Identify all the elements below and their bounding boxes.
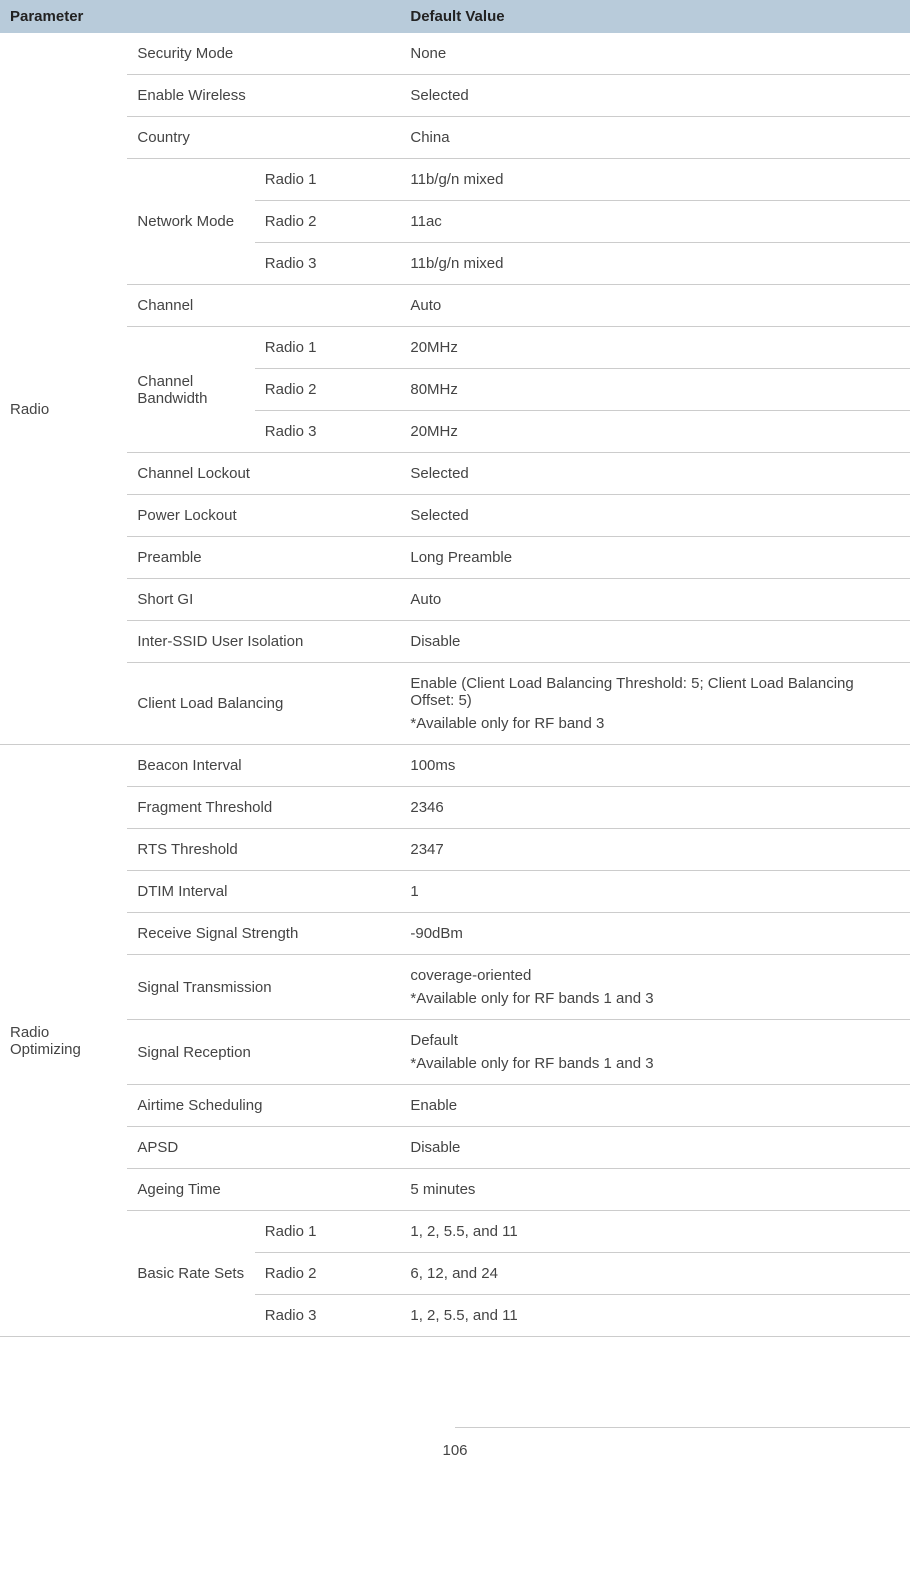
- table-row: Radio Optimizing Beacon Interval 100ms: [0, 745, 910, 787]
- value-airtime-scheduling: Enable: [400, 1085, 910, 1127]
- value-country: China: [400, 117, 910, 159]
- param-beacon-interval: Beacon Interval: [127, 745, 400, 787]
- value-short-gi: Auto: [400, 579, 910, 621]
- param-brs-radio2: Radio 2: [255, 1253, 401, 1295]
- value-clb-note: *Available only for RF band 3: [410, 715, 900, 732]
- table-row: Network Mode Radio 1 11b/g/n mixed: [0, 159, 910, 201]
- param-cb-radio2: Radio 2: [255, 369, 401, 411]
- table-row: Signal Transmission coverage-oriented *A…: [0, 955, 910, 1020]
- value-preamble: Long Preamble: [400, 537, 910, 579]
- table-row: Inter-SSID User Isolation Disable: [0, 621, 910, 663]
- table-row: Channel Lockout Selected: [0, 453, 910, 495]
- group-basic-rate-sets: Basic Rate Sets: [127, 1211, 254, 1337]
- table-row: Country China: [0, 117, 910, 159]
- param-short-gi: Short GI: [127, 579, 400, 621]
- group-channel-bandwidth: Channel Bandwidth: [127, 327, 254, 453]
- group-network-mode: Network Mode: [127, 159, 254, 285]
- value-beacon-interval: 100ms: [400, 745, 910, 787]
- param-country: Country: [127, 117, 400, 159]
- value-channel: Auto: [400, 285, 910, 327]
- table-row: Radio Enable Wireless Selected: [0, 75, 910, 117]
- value-brs-radio3: 1, 2, 5.5, and 11: [400, 1295, 910, 1337]
- value-apsd: Disable: [400, 1127, 910, 1169]
- group-radio-optimizing: Radio Optimizing: [0, 745, 127, 1337]
- param-signal-transmission: Signal Transmission: [127, 955, 400, 1020]
- param-inter-ssid: Inter-SSID User Isolation: [127, 621, 400, 663]
- table-row: Channel Auto: [0, 285, 910, 327]
- table-row: APSD Disable: [0, 1127, 910, 1169]
- value-cb-radio1: 20MHz: [400, 327, 910, 369]
- param-fragment-threshold: Fragment Threshold: [127, 787, 400, 829]
- value-nm-radio1: 11b/g/n mixed: [400, 159, 910, 201]
- param-brs-radio3: Radio 3: [255, 1295, 401, 1337]
- value-enable-wireless: Selected: [400, 75, 910, 117]
- table-row: Basic Rate Sets Radio 1 1, 2, 5.5, and 1…: [0, 1211, 910, 1253]
- value-st-main: coverage-oriented: [410, 967, 531, 984]
- param-brs-radio1: Radio 1: [255, 1211, 401, 1253]
- table-row: Preamble Long Preamble: [0, 537, 910, 579]
- value-security-mode: None: [400, 33, 910, 75]
- value-rts-threshold: 2347: [400, 829, 910, 871]
- table-row: Signal Reception Default *Available only…: [0, 1020, 910, 1085]
- param-airtime-scheduling: Airtime Scheduling: [127, 1085, 400, 1127]
- table-row: Client Load Balancing Enable (Client Loa…: [0, 663, 910, 745]
- param-security-mode: Security Mode: [127, 33, 400, 75]
- value-cb-radio3: 20MHz: [400, 411, 910, 453]
- param-signal-reception: Signal Reception: [127, 1020, 400, 1085]
- param-rts-threshold: RTS Threshold: [127, 829, 400, 871]
- value-clb-main: Enable (Client Load Balancing Threshold:…: [410, 675, 853, 709]
- table-row: DTIM Interval 1: [0, 871, 910, 913]
- table-row: Airtime Scheduling Enable: [0, 1085, 910, 1127]
- param-nm-radio3: Radio 3: [255, 243, 401, 285]
- table-row: Power Lockout Selected: [0, 495, 910, 537]
- value-channel-lockout: Selected: [400, 453, 910, 495]
- value-fragment-threshold: 2346: [400, 787, 910, 829]
- param-cb-radio1: Radio 1: [255, 327, 401, 369]
- table-row: Short GI Auto: [0, 579, 910, 621]
- value-signal-reception: Default *Available only for RF bands 1 a…: [400, 1020, 910, 1085]
- page-number: 106: [0, 1428, 910, 1473]
- value-cb-radio2: 80MHz: [400, 369, 910, 411]
- value-ageing-time: 5 minutes: [400, 1169, 910, 1211]
- param-preamble: Preamble: [127, 537, 400, 579]
- value-nm-radio3: 11b/g/n mixed: [400, 243, 910, 285]
- group-radio: Radio: [0, 75, 127, 745]
- parameter-table: Parameter Default Value Security Mode No…: [0, 0, 910, 1337]
- header-parameter: Parameter: [0, 0, 400, 33]
- param-nm-radio2: Radio 2: [255, 201, 401, 243]
- table-row: Fragment Threshold 2346: [0, 787, 910, 829]
- param-receive-signal-strength: Receive Signal Strength: [127, 913, 400, 955]
- param-enable-wireless: Enable Wireless: [127, 75, 400, 117]
- value-sr-main: Default: [410, 1032, 458, 1049]
- header-default-value: Default Value: [400, 0, 910, 33]
- table-row: Channel Bandwidth Radio 1 20MHz: [0, 327, 910, 369]
- footer-divider: [455, 1427, 910, 1428]
- param-apsd: APSD: [127, 1127, 400, 1169]
- param-power-lockout: Power Lockout: [127, 495, 400, 537]
- table-row: Security Mode None: [0, 33, 910, 75]
- table-row: Ageing Time 5 minutes: [0, 1169, 910, 1211]
- param-nm-radio1: Radio 1: [255, 159, 401, 201]
- value-signal-transmission: coverage-oriented *Available only for RF…: [400, 955, 910, 1020]
- value-sr-note: *Available only for RF bands 1 and 3: [410, 1055, 900, 1072]
- param-ageing-time: Ageing Time: [127, 1169, 400, 1211]
- table-row: RTS Threshold 2347: [0, 829, 910, 871]
- value-brs-radio1: 1, 2, 5.5, and 11: [400, 1211, 910, 1253]
- value-dtim-interval: 1: [400, 871, 910, 913]
- value-inter-ssid: Disable: [400, 621, 910, 663]
- param-client-load-balancing: Client Load Balancing: [127, 663, 400, 745]
- value-nm-radio2: 11ac: [400, 201, 910, 243]
- value-receive-signal-strength: -90dBm: [400, 913, 910, 955]
- value-power-lockout: Selected: [400, 495, 910, 537]
- param-dtim-interval: DTIM Interval: [127, 871, 400, 913]
- param-cb-radio3: Radio 3: [255, 411, 401, 453]
- param-channel: Channel: [127, 285, 400, 327]
- param-channel-lockout: Channel Lockout: [127, 453, 400, 495]
- value-client-load-balancing: Enable (Client Load Balancing Threshold:…: [400, 663, 910, 745]
- value-st-note: *Available only for RF bands 1 and 3: [410, 990, 900, 1007]
- table-row: Receive Signal Strength -90dBm: [0, 913, 910, 955]
- value-brs-radio2: 6, 12, and 24: [400, 1253, 910, 1295]
